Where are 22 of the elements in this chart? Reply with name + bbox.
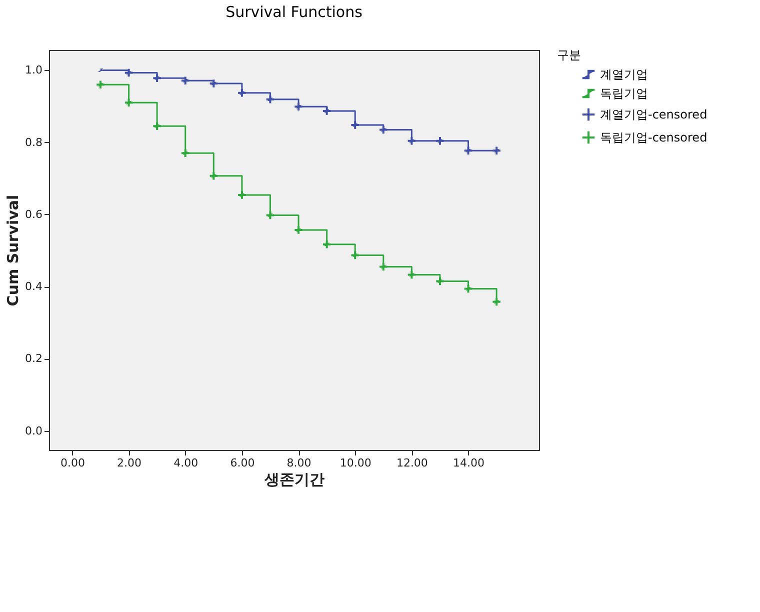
y-tick-label: 0.8 — [25, 136, 42, 149]
legend-label: 계열기업 — [600, 68, 648, 82]
y-axis-title: Cum Survival — [4, 194, 22, 306]
legend-label: 독립기업-censored — [600, 130, 708, 144]
chart-title: Survival Functions — [226, 3, 363, 21]
y-tick-label: 0.6 — [25, 208, 42, 221]
x-tick-label: 14.00 — [453, 456, 485, 470]
x-tick-label: 10.00 — [340, 456, 372, 470]
x-tick-label: 8.00 — [286, 456, 312, 470]
legend-label: 계열기업-censored — [600, 108, 708, 122]
y-tick-label: 1.0 — [25, 64, 42, 77]
legend-label: 독립기업 — [600, 86, 648, 100]
x-tick-label: 2.00 — [117, 456, 142, 470]
x-tick-label: 12.00 — [396, 456, 428, 470]
x-tick-label: 6.00 — [230, 456, 255, 470]
x-tick-label: 4.00 — [174, 456, 198, 470]
x-axis-title: 생존기간 — [264, 470, 324, 488]
y-tick-label: 0.0 — [25, 424, 42, 438]
legend-title: 구분 — [557, 48, 581, 62]
y-tick-label: 0.4 — [25, 280, 42, 294]
y-tick-label: 0.2 — [25, 352, 42, 366]
x-tick-label: 0.00 — [60, 456, 85, 470]
